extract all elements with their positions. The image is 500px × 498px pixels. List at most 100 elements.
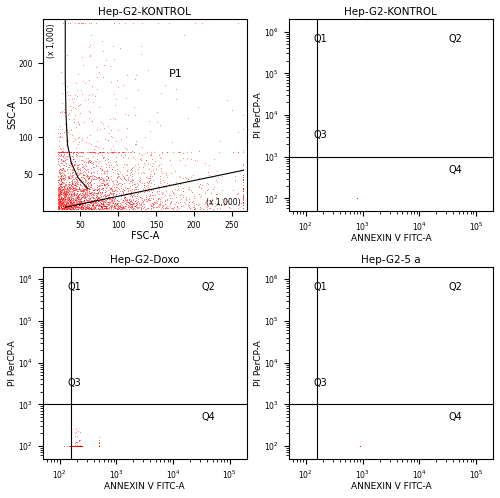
Point bbox=[284, 455, 292, 463]
Point bbox=[74, 194, 82, 202]
Point bbox=[284, 207, 292, 215]
Point bbox=[38, 397, 46, 405]
Point bbox=[96, 205, 104, 213]
Point bbox=[284, 207, 292, 215]
Point bbox=[95, 455, 103, 463]
Point bbox=[284, 455, 292, 463]
Point bbox=[54, 193, 62, 201]
Point bbox=[60, 150, 68, 158]
Point bbox=[284, 397, 292, 405]
Point bbox=[284, 207, 292, 215]
Point bbox=[95, 442, 103, 450]
Point bbox=[284, 149, 292, 157]
Point bbox=[284, 207, 292, 215]
Point bbox=[38, 397, 46, 405]
Point bbox=[284, 207, 292, 215]
Point bbox=[124, 199, 132, 207]
Point bbox=[145, 194, 153, 202]
Point bbox=[284, 455, 292, 463]
Point bbox=[190, 201, 198, 209]
Point bbox=[63, 187, 71, 195]
Point bbox=[356, 442, 364, 450]
Point bbox=[284, 455, 292, 463]
Point bbox=[38, 455, 46, 463]
Point bbox=[146, 117, 154, 124]
Point bbox=[284, 455, 292, 463]
Point bbox=[353, 207, 361, 215]
Point bbox=[284, 207, 292, 215]
Point bbox=[38, 455, 46, 463]
Point bbox=[284, 207, 292, 215]
Point bbox=[284, 207, 292, 215]
Point bbox=[97, 173, 105, 181]
Point bbox=[38, 397, 46, 405]
Point bbox=[284, 207, 292, 215]
Point bbox=[284, 207, 292, 215]
Point bbox=[38, 455, 46, 463]
Point bbox=[284, 207, 292, 215]
Point bbox=[120, 148, 128, 156]
Point bbox=[284, 207, 292, 215]
Point bbox=[284, 207, 292, 215]
Point bbox=[284, 455, 292, 463]
Point bbox=[56, 198, 64, 206]
Point bbox=[284, 149, 292, 157]
Point bbox=[86, 158, 94, 166]
Point bbox=[284, 455, 292, 463]
Point bbox=[284, 207, 292, 215]
Point bbox=[38, 455, 46, 463]
Point bbox=[284, 207, 292, 215]
Point bbox=[86, 177, 94, 185]
Point bbox=[82, 166, 90, 174]
Point bbox=[38, 455, 46, 463]
Point bbox=[60, 161, 68, 169]
Point bbox=[38, 455, 46, 463]
Point bbox=[284, 207, 292, 215]
Point bbox=[76, 197, 84, 205]
Point bbox=[38, 455, 46, 463]
Point bbox=[284, 207, 292, 215]
Point bbox=[284, 455, 292, 463]
Point bbox=[83, 190, 91, 198]
Point bbox=[94, 199, 102, 207]
Point bbox=[284, 455, 292, 463]
Point bbox=[284, 207, 292, 215]
Point bbox=[38, 397, 46, 405]
Point bbox=[284, 207, 292, 215]
Point bbox=[356, 442, 364, 450]
Point bbox=[38, 455, 46, 463]
Point bbox=[38, 455, 46, 463]
Point bbox=[353, 194, 361, 202]
Point bbox=[123, 161, 131, 169]
Point bbox=[284, 455, 292, 463]
Point bbox=[75, 442, 83, 450]
Point bbox=[284, 207, 292, 215]
Point bbox=[95, 455, 103, 463]
Point bbox=[76, 191, 84, 199]
Point bbox=[83, 186, 91, 194]
Point bbox=[284, 207, 292, 215]
Point bbox=[356, 442, 364, 450]
Point bbox=[38, 455, 46, 463]
Point bbox=[284, 455, 292, 463]
Point bbox=[284, 455, 292, 463]
Point bbox=[284, 455, 292, 463]
Point bbox=[113, 196, 121, 204]
Point bbox=[356, 442, 364, 450]
Point bbox=[101, 188, 109, 196]
Point bbox=[38, 455, 46, 463]
Point bbox=[356, 442, 364, 450]
Point bbox=[356, 442, 364, 450]
Point bbox=[95, 455, 103, 463]
Point bbox=[284, 397, 292, 405]
Point bbox=[88, 159, 96, 167]
Point bbox=[98, 202, 106, 210]
Point bbox=[284, 397, 292, 405]
Point bbox=[38, 455, 46, 463]
Point bbox=[38, 455, 46, 463]
Point bbox=[284, 207, 292, 215]
Point bbox=[106, 184, 114, 192]
Point bbox=[38, 455, 46, 463]
Point bbox=[38, 455, 46, 463]
Point bbox=[38, 455, 46, 463]
